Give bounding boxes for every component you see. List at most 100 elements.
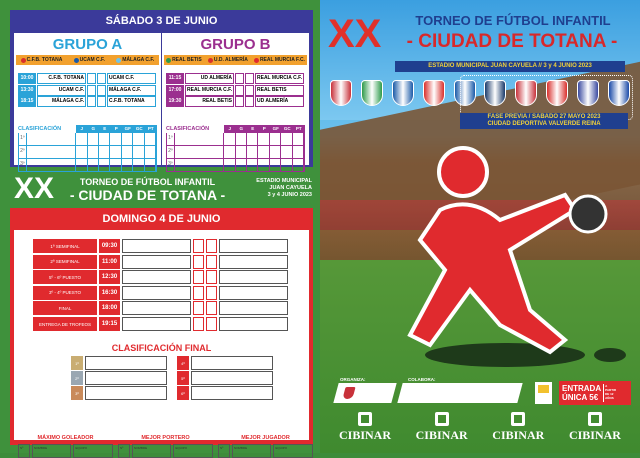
- away-score-box[interactable]: [206, 301, 217, 316]
- away-score-box[interactable]: [206, 254, 217, 269]
- award-field[interactable]: NOMBRE: [231, 444, 272, 458]
- team-box[interactable]: [85, 356, 167, 370]
- away-score-box[interactable]: [245, 84, 254, 96]
- award-field[interactable]: EQUIPO: [173, 444, 213, 458]
- group-title: GRUPO B: [200, 36, 271, 53]
- cibinar-logo: CIBINAR: [330, 412, 400, 443]
- standings-row: 3º: [18, 159, 157, 172]
- stat-cell: [145, 133, 156, 145]
- award-field[interactable]: EQUIPO: [73, 444, 113, 458]
- award-field[interactable]: EQUIPO: [273, 444, 313, 458]
- title-line2: - CIUDAD DE TOTANA -: [69, 187, 226, 203]
- home-score-box[interactable]: [193, 285, 204, 300]
- away-score-box[interactable]: [206, 317, 217, 331]
- away-team-box[interactable]: [219, 285, 288, 300]
- stat-cell: [110, 133, 122, 145]
- away-score-box[interactable]: [245, 73, 254, 84]
- match-time: 16:30: [99, 285, 120, 300]
- away-team-box[interactable]: [219, 239, 288, 253]
- home-team-box[interactable]: [122, 317, 191, 331]
- standings-col: E: [247, 125, 259, 133]
- group-b: GRUPO B REAL BETIS U.D. ALMERÍA REAL MURCIA…: [162, 33, 309, 172]
- team-crest-icon: [73, 57, 79, 63]
- away-team: REAL BETIS: [255, 84, 304, 96]
- award-field[interactable]: NOMBRE: [131, 444, 172, 458]
- team-box[interactable]: [85, 371, 167, 385]
- team-box[interactable]: [191, 356, 273, 370]
- team-crest-icon: [546, 80, 569, 106]
- stat-cell: [110, 146, 122, 158]
- away-team-box[interactable]: [219, 254, 288, 269]
- team-box[interactable]: [191, 371, 273, 385]
- match-row: 10:00 C.F.B. TOTANA UCAM C.F.: [18, 73, 156, 84]
- home-team-box[interactable]: [122, 285, 191, 300]
- home-score-box[interactable]: [193, 301, 204, 316]
- stat-cell: [76, 133, 88, 145]
- prelim-venue: CIUDAD DEPORTIVA VALVERDE REINA: [487, 121, 601, 127]
- venue-line1: ESTADIO MUNICIPAL: [256, 178, 312, 184]
- team-name: C.F.B. TOTANA: [26, 57, 63, 63]
- home-team-box[interactable]: [122, 254, 191, 269]
- team-crest-icon: [484, 80, 507, 106]
- away-score-box[interactable]: [97, 84, 106, 96]
- home-score-box[interactable]: [87, 84, 96, 96]
- home-score-box[interactable]: [193, 239, 204, 253]
- standings-col: GC: [281, 125, 293, 133]
- stat-cell: [99, 133, 111, 145]
- match-time: 18:15: [18, 96, 36, 107]
- home-score-box[interactable]: [193, 270, 204, 285]
- away-team-box[interactable]: [219, 301, 288, 316]
- standings-col: GC: [133, 125, 145, 133]
- home-team-box[interactable]: [122, 301, 191, 316]
- final-match-row: 5º - 6º PUESTO 12:30: [33, 270, 288, 285]
- home-score-box[interactable]: [193, 317, 204, 331]
- award-field[interactable]: Nº: [218, 444, 230, 458]
- team-box[interactable]: [85, 386, 167, 400]
- home-score-box[interactable]: [235, 96, 244, 107]
- stat-cell: [99, 159, 111, 171]
- home-team: REAL MURCIA C.F.: [185, 84, 234, 96]
- home-team-box[interactable]: [122, 270, 191, 285]
- award-field[interactable]: NOMBRE: [31, 444, 72, 458]
- final-match-row: FINAL 18:00: [33, 301, 288, 316]
- standings-label: CLASIFICACIÓN: [18, 126, 76, 132]
- away-team: UCAM C.F.: [107, 73, 156, 84]
- collaborator-logos: [397, 383, 523, 403]
- team-box[interactable]: [191, 386, 273, 400]
- home-team-box[interactable]: [122, 239, 191, 253]
- ticket-price-badge: ENTRADA ÚNICA 5€ A PARTIR DE 12 AÑOS: [559, 381, 631, 405]
- standings-col: J: [76, 125, 88, 133]
- stat-cell: [88, 146, 100, 158]
- stat-cell: [258, 159, 270, 171]
- home-score-box[interactable]: [235, 73, 244, 84]
- match-time: 17:00: [166, 84, 184, 96]
- stat-cell: [293, 159, 304, 171]
- home-score-box[interactable]: [235, 84, 244, 96]
- away-score-box[interactable]: [206, 239, 217, 253]
- award-field[interactable]: Nº: [118, 444, 130, 458]
- match-label: 3º - 4º PUESTO: [33, 285, 97, 300]
- title-line1: TORNEO DE FÚTBOL INFANTIL: [79, 177, 216, 187]
- away-team-box[interactable]: [219, 270, 288, 285]
- home-score-box[interactable]: [87, 73, 96, 84]
- match-time: 10:00: [18, 73, 36, 84]
- final-position-row: 5º: [177, 371, 273, 385]
- team-crest-icon: [253, 57, 259, 63]
- home-score-box[interactable]: [87, 96, 96, 107]
- position-badge: 1º: [71, 356, 83, 370]
- away-score-box[interactable]: [245, 96, 254, 107]
- away-score-box[interactable]: [206, 285, 217, 300]
- match-row: 18:15 MÁLAGA C.F. C.F.B. TOTANA: [18, 96, 156, 107]
- cibinar-logo: CIBINAR: [483, 412, 553, 443]
- award-field[interactable]: Nº: [18, 444, 30, 458]
- away-score-box[interactable]: [97, 73, 106, 84]
- stat-cell: [122, 146, 134, 158]
- home-score-box[interactable]: [193, 254, 204, 269]
- award-title: MEJOR JUGADOR: [241, 435, 290, 441]
- away-team-box[interactable]: [219, 317, 288, 331]
- position: 3º: [19, 159, 27, 171]
- position: 2º: [167, 146, 175, 158]
- away-score-box[interactable]: [206, 270, 217, 285]
- standings-col: GF: [270, 125, 282, 133]
- away-score-box[interactable]: [97, 96, 106, 107]
